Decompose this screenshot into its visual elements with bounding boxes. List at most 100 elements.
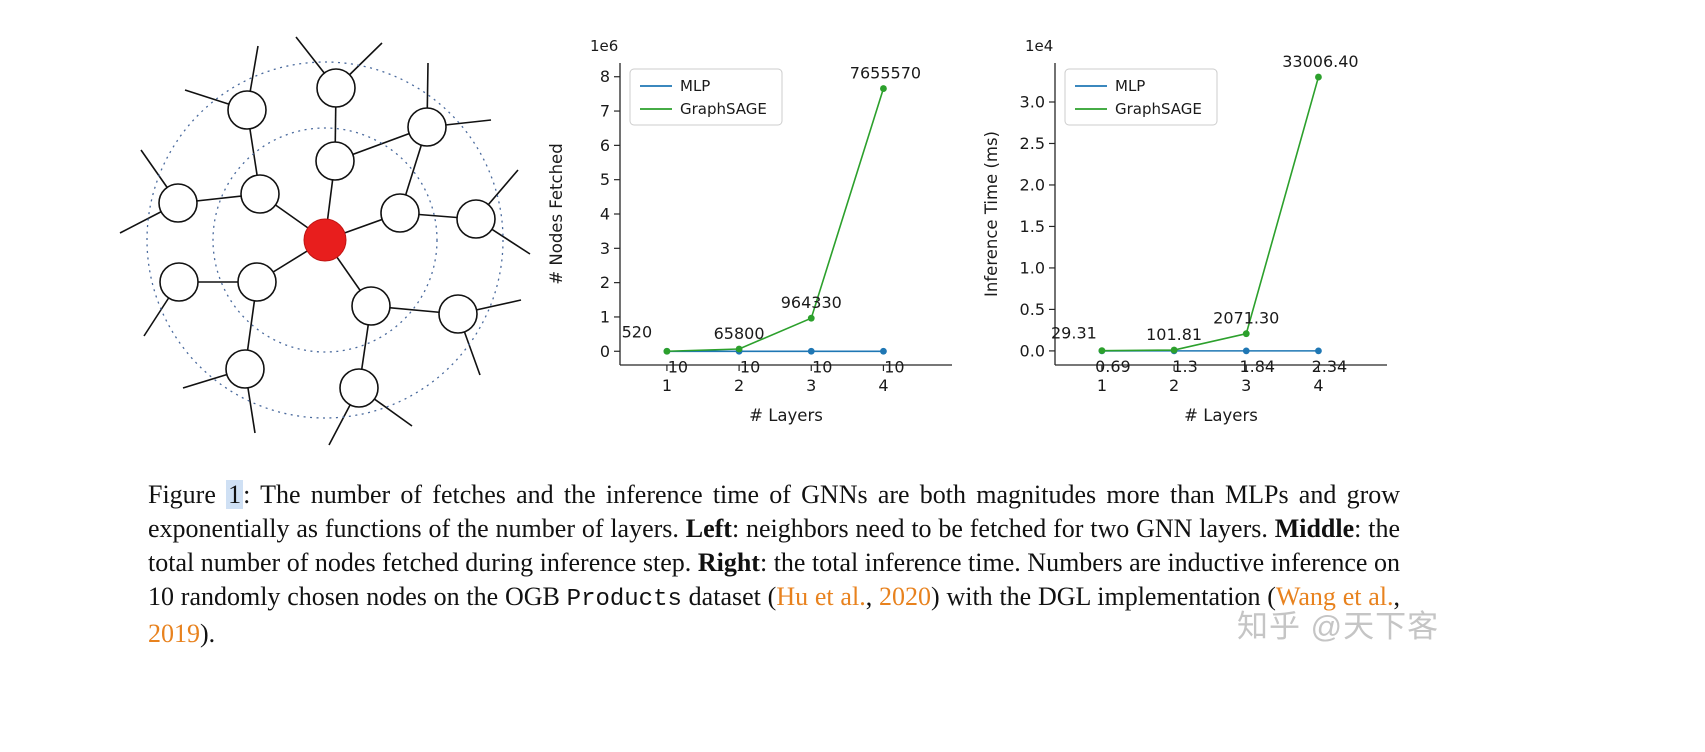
graph-node	[237, 262, 277, 302]
citation-hu-et-al-link[interactable]: Hu et al.	[776, 582, 866, 611]
series-line-GraphSAGE	[666, 88, 885, 353]
legend-label: MLP	[680, 77, 710, 95]
y-tick-label: 0.0	[1020, 341, 1045, 360]
data-point-MLP	[1242, 347, 1250, 355]
caption-intro: : The number of fetches and the inferenc…	[148, 480, 1401, 543]
data-point-MLP	[807, 347, 815, 355]
y-tick-label: 2.0	[1020, 175, 1045, 194]
series-line-GraphSAGE	[1101, 76, 1320, 352]
legend-box	[1064, 68, 1218, 126]
data-point-label: 101.81	[1146, 325, 1202, 344]
graph-node	[351, 286, 391, 326]
caption-dgl-text: ) with the DGL implementation (	[931, 582, 1276, 611]
y-axis-label: Inference Time (ms)	[982, 131, 1001, 297]
x-tick-label: 3	[1241, 376, 1251, 395]
y-tick-label: 3	[600, 239, 610, 258]
axis-offset-label: 1e4	[1025, 37, 1053, 55]
y-tick-label: 7	[600, 102, 610, 121]
data-point-GraphSAGE	[1170, 346, 1178, 354]
nodes-fetched-chart: 0 1 2 3 4 5 6 7 8 1 2 3 4 1e6 # Nodes Fetched # Layers 1…	[547, 37, 952, 425]
inference-time-chart: 0.0 0.5 1.0 1.5 2.0 2.5 3.0 1 2 3 4 1e4 Inference Ti…	[982, 37, 1387, 425]
caption-left-text: : neighbors need to be fetched for two G…	[731, 514, 1275, 543]
data-point-MLP	[880, 347, 887, 355]
citation-2020-link[interactable]: 2020	[879, 582, 931, 611]
caption-comma: ,	[865, 582, 879, 611]
data-point-label: 10	[884, 357, 904, 376]
y-tick-label: 1	[600, 307, 610, 326]
figure-caption: Figure 1: The number of fetches and the …	[148, 478, 1400, 651]
data-point-label: 10	[668, 357, 688, 376]
x-tick-label: 2	[734, 376, 744, 395]
y-axis-label: # Nodes Fetched	[547, 143, 566, 284]
data-point-label: 10	[812, 357, 832, 376]
graph-node	[158, 183, 198, 223]
data-point-label: 65800	[714, 324, 765, 343]
data-point-label: 1.84	[1239, 357, 1275, 376]
legend-box	[629, 68, 783, 126]
x-axis-label: # Layers	[749, 406, 823, 425]
data-point-GraphSAGE	[1242, 330, 1250, 338]
y-tick-label: 0.5	[1020, 300, 1045, 319]
y-tick-label: 3.0	[1020, 92, 1045, 111]
data-point-GraphSAGE	[880, 85, 887, 92]
graph-node	[456, 199, 496, 239]
citation-2019-link[interactable]: 2019	[148, 619, 200, 648]
graph-node	[380, 193, 420, 233]
caption-middle-text: : the total number of nodes fetched duri…	[148, 514, 1400, 577]
x-tick-label: 1	[1097, 376, 1107, 395]
caption-end: ).	[200, 619, 216, 648]
y-tick-label: 4	[600, 205, 610, 224]
data-point-label: 2.34	[1312, 357, 1348, 376]
caption-dataset-text: dataset (	[681, 582, 777, 611]
graph-node	[227, 90, 267, 130]
caption-middle-label: Middle	[1274, 514, 1355, 543]
data-point-GraphSAGE	[1315, 73, 1322, 81]
y-tick-label: 5	[600, 170, 610, 189]
caption-right-text: : the total inference time. Numbers are …	[148, 548, 1400, 611]
legend-label: MLP	[1115, 77, 1145, 95]
y-tick-label: 8	[600, 67, 610, 86]
one-hop-boundary-circle	[212, 127, 438, 353]
y-tick-label: 2.5	[1020, 134, 1045, 153]
caption-left-label: Left	[685, 514, 732, 543]
caption-figure-word: Figure	[148, 480, 227, 509]
graph-node	[315, 141, 355, 181]
x-tick-label: 4	[1313, 376, 1323, 395]
data-point-label: 1.3	[1172, 357, 1197, 376]
data-point-label: 7655570	[850, 64, 921, 83]
two-hop-boundary-circle	[146, 61, 504, 419]
graph-node	[316, 68, 356, 108]
x-tick-label: 3	[806, 376, 816, 395]
data-point-GraphSAGE	[1098, 347, 1106, 355]
watermark: 知乎 @天下客	[1237, 609, 1440, 644]
data-point-label: 10	[740, 357, 760, 376]
graph-node	[240, 174, 280, 214]
graph-node	[438, 294, 478, 334]
legend-label: GraphSAGE	[1115, 100, 1202, 118]
data-point-label: 2071.30	[1213, 309, 1279, 328]
data-point-GraphSAGE	[663, 347, 671, 355]
caption-products-dataset: Products	[566, 586, 682, 613]
data-point-label: 520	[622, 322, 653, 341]
caption-right-label: Right	[697, 548, 760, 577]
x-tick-label: 2	[1169, 376, 1179, 395]
data-point-label: 33006.40	[1282, 52, 1358, 71]
figure-number-link[interactable]: 1	[226, 480, 244, 509]
graph-node	[225, 349, 265, 389]
graph-node	[159, 262, 199, 302]
hop-boundaries	[146, 61, 504, 419]
x-tick-label: 1	[662, 376, 672, 395]
data-point-GraphSAGE	[735, 345, 743, 353]
citation-wang-et-al-link[interactable]: Wang et al.	[1275, 582, 1394, 611]
data-point-MLP	[1315, 347, 1322, 355]
axis-offset-label: 1e6	[590, 37, 618, 55]
y-tick-label: 0	[600, 342, 610, 361]
data-point-GraphSAGE	[807, 314, 815, 322]
x-tick-label: 4	[878, 376, 888, 395]
legend-label: GraphSAGE	[680, 100, 767, 118]
graph-nodes	[158, 68, 496, 408]
x-axis-label: # Layers	[1184, 406, 1258, 425]
data-point-label: 964330	[781, 293, 842, 312]
graph-node	[407, 107, 447, 147]
